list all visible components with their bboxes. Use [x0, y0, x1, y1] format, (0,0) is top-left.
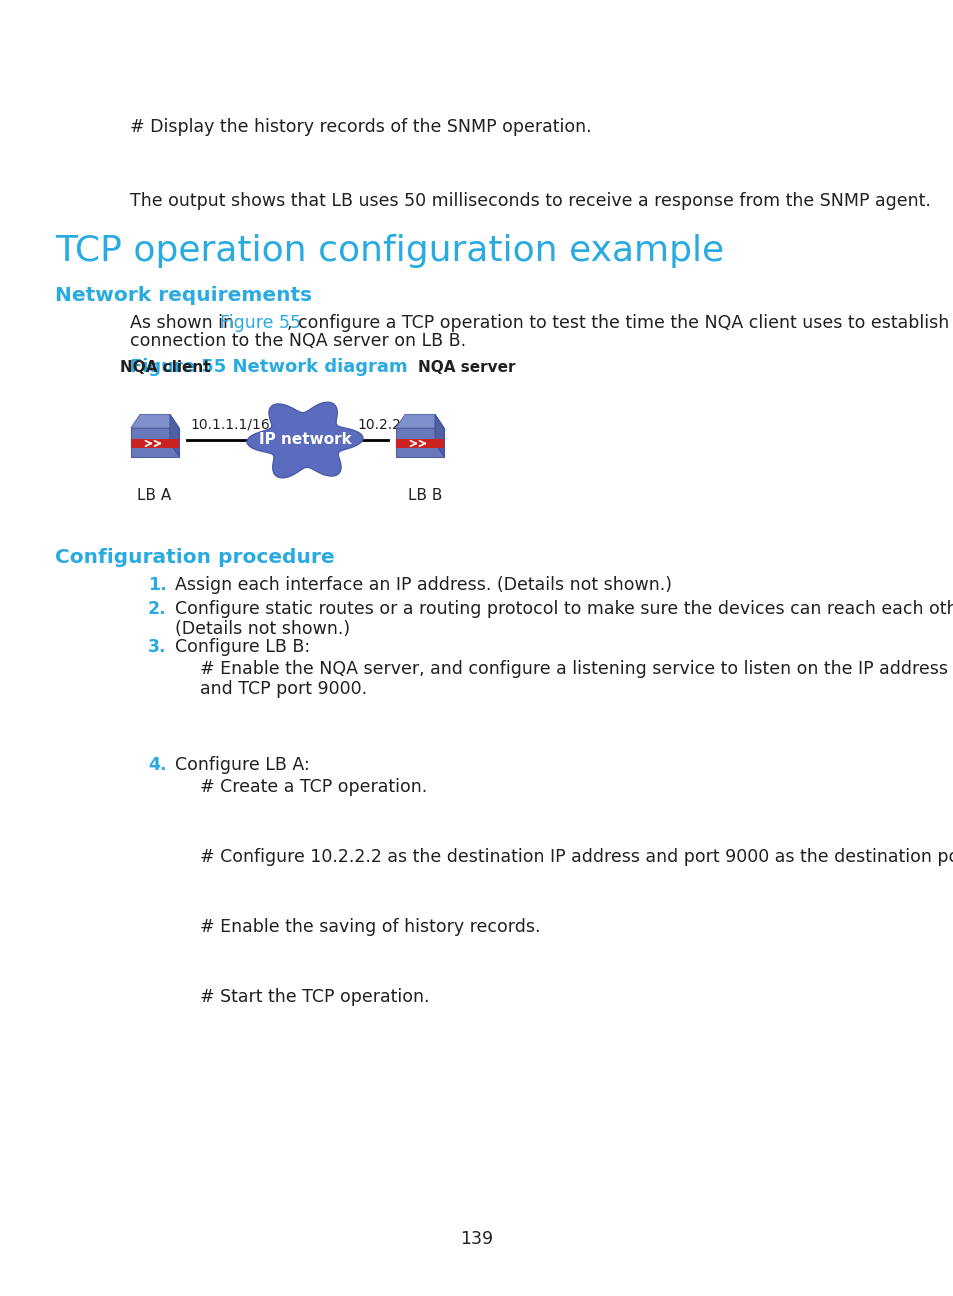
Text: Figure 55: Figure 55	[220, 314, 301, 332]
Text: # Start the TCP operation.: # Start the TCP operation.	[200, 988, 429, 1006]
Text: IP network: IP network	[258, 433, 351, 447]
Text: # Configure 10.2.2.2 as the destination IP address and port 9000 as the destinat: # Configure 10.2.2.2 as the destination …	[200, 848, 953, 866]
Text: , configure a TCP operation to test the time the NQA client uses to establish a : , configure a TCP operation to test the …	[287, 314, 953, 332]
Text: Configure LB B:: Configure LB B:	[174, 638, 310, 656]
Polygon shape	[247, 402, 362, 478]
Text: LB A: LB A	[137, 489, 172, 503]
Text: connection to the NQA server on LB B.: connection to the NQA server on LB B.	[130, 332, 466, 350]
Text: Network requirements: Network requirements	[55, 286, 312, 305]
Text: 1.: 1.	[148, 575, 167, 594]
Text: 10.1.1.1/16: 10.1.1.1/16	[190, 419, 270, 432]
Text: # Display the history records of the SNMP operation.: # Display the history records of the SNM…	[130, 118, 591, 136]
Text: NQA server: NQA server	[417, 360, 515, 375]
Text: Configure static routes or a routing protocol to make sure the devices can reach: Configure static routes or a routing pro…	[174, 600, 953, 618]
Text: (Details not shown.): (Details not shown.)	[174, 619, 350, 638]
Polygon shape	[395, 438, 443, 448]
Text: # Enable the saving of history records.: # Enable the saving of history records.	[200, 918, 540, 936]
Text: 139: 139	[460, 1230, 493, 1248]
Text: As shown in: As shown in	[130, 314, 239, 332]
Text: The output shows that LB uses 50 milliseconds to receive a response from the SNM: The output shows that LB uses 50 millise…	[130, 192, 930, 210]
Polygon shape	[395, 415, 443, 428]
Polygon shape	[131, 415, 179, 428]
Text: 4.: 4.	[148, 756, 167, 774]
Text: 2.: 2.	[148, 600, 167, 618]
Text: and TCP port 9000.: and TCP port 9000.	[200, 680, 367, 699]
Polygon shape	[395, 428, 443, 456]
Polygon shape	[131, 428, 179, 456]
Text: LB B: LB B	[408, 489, 442, 503]
Text: Configuration procedure: Configuration procedure	[55, 548, 335, 568]
Text: 3.: 3.	[148, 638, 167, 656]
Text: Figure 55 Network diagram: Figure 55 Network diagram	[130, 358, 407, 376]
Text: Configure LB A:: Configure LB A:	[174, 756, 310, 774]
Text: # Create a TCP operation.: # Create a TCP operation.	[200, 778, 427, 796]
Text: NQA client: NQA client	[120, 360, 211, 375]
Text: TCP operation configuration example: TCP operation configuration example	[55, 235, 723, 268]
Polygon shape	[131, 438, 179, 448]
Polygon shape	[170, 415, 179, 456]
Text: # Enable the NQA server, and configure a listening service to listen on the IP a: # Enable the NQA server, and configure a…	[200, 660, 953, 678]
Text: 10.2.2.2/16: 10.2.2.2/16	[356, 419, 436, 432]
Text: Assign each interface an IP address. (Details not shown.): Assign each interface an IP address. (De…	[174, 575, 671, 594]
Polygon shape	[435, 415, 443, 456]
